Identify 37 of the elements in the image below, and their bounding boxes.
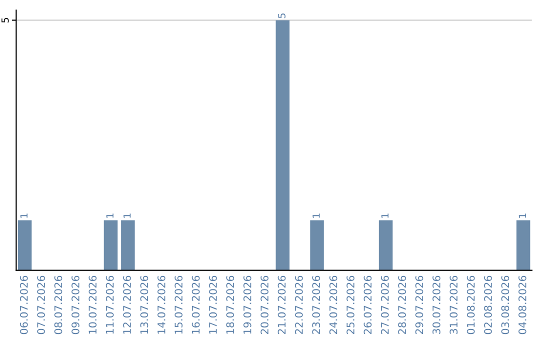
x-tick-label: 03.08.2026 (501, 276, 510, 334)
x-tick-label: 27.07.2026 (380, 276, 389, 334)
x-tick-label: 08.07.2026 (54, 276, 62, 334)
x-tick-label: 26.07.2026 (364, 276, 372, 334)
x-tick-label: 22.07.2026 (294, 276, 303, 334)
x-tick-label: 15.07.2026 (174, 276, 183, 334)
x-tick-label: 19.07.2026 (243, 276, 252, 334)
x-tick-label: 01.08.2026 (466, 276, 475, 334)
x-tick-label: 23.07.2026 (312, 276, 320, 334)
x-tick-label: 13.07.2026 (140, 276, 148, 334)
data-label: 1 (381, 214, 388, 218)
data-label: 1 (312, 214, 320, 218)
x-tick-label: 04.08.2026 (518, 276, 526, 334)
x-tick-label: 12.07.2026 (123, 276, 131, 334)
x-tick-label: 11.07.2026 (106, 276, 114, 334)
x-tick-label: 20.07.2026 (260, 276, 268, 334)
data-label: 1 (106, 214, 114, 218)
x-tick-label: 10.07.2026 (88, 276, 97, 334)
data-label: 1 (20, 214, 28, 218)
x-tick-label: 06.07.2026 (20, 276, 28, 334)
x-tick-label: 28.07.2026 (398, 276, 406, 334)
x-tick-label: 21.07.2026 (278, 276, 286, 334)
data-label: 1 (124, 214, 131, 218)
data-label: 1 (518, 214, 526, 218)
x-tick-label: 24.07.2026 (329, 276, 338, 334)
x-tick-label: 17.07.2026 (209, 276, 217, 334)
x-tick-label: 09.07.2026 (72, 276, 80, 334)
x-tick-label: 31.07.2026 (450, 276, 458, 334)
x-tick-label: 14.07.2026 (157, 276, 166, 334)
x-tick-label: 25.07.2026 (346, 276, 354, 334)
x-tick-label: 16.07.2026 (192, 276, 200, 334)
x-tick-label: 18.07.2026 (226, 276, 234, 334)
x-tick-label: 07.07.2026 (37, 276, 46, 334)
x-tick-label: 02.08.2026 (484, 276, 492, 334)
data-label: 5 (278, 13, 286, 18)
x-tick-label: 30.07.2026 (432, 276, 440, 334)
x-tick-label: 29.07.2026 (415, 276, 424, 334)
